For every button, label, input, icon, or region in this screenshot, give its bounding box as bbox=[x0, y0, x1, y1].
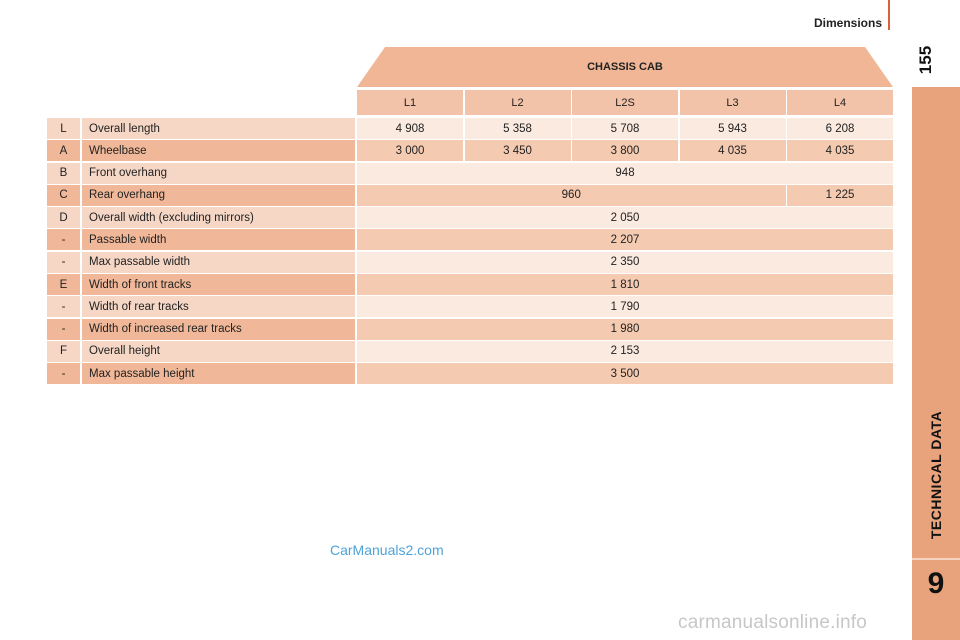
dimension-value: 1 810 bbox=[357, 274, 893, 296]
watermark-secondary: carmanualsonline.info bbox=[678, 612, 868, 633]
table-row: - Max passable width 2 350 bbox=[47, 251, 893, 273]
dimension-value: 3 450 bbox=[464, 140, 571, 162]
dimension-value: 948 bbox=[357, 162, 893, 184]
dimension-label: Front overhang bbox=[82, 162, 355, 184]
table-row: C Rear overhang 960 1 225 bbox=[47, 184, 893, 206]
column-header: L2 bbox=[464, 90, 571, 115]
dimension-label: Rear overhang bbox=[82, 184, 355, 206]
dimension-code: C bbox=[47, 184, 80, 206]
table-row: - Width of increased rear tracks 1 980 bbox=[47, 318, 893, 340]
table-row: A Wheelbase 3 000 3 450 3 800 4 035 4 035 bbox=[47, 140, 893, 162]
table-row: B Front overhang 948 bbox=[47, 162, 893, 184]
dimension-label: Passable width bbox=[82, 229, 355, 251]
header-divider bbox=[888, 0, 890, 30]
dimension-label: Wheelbase bbox=[82, 140, 355, 162]
dimensions-table: L Overall length 4 908 5 358 5 708 5 943 6 208… bbox=[47, 118, 893, 386]
dimension-value: 960 bbox=[357, 184, 786, 206]
column-header: L1 bbox=[357, 90, 463, 115]
dimension-code: E bbox=[47, 274, 80, 296]
dimension-code: F bbox=[47, 340, 80, 362]
chapter-number: 9 bbox=[927, 567, 945, 600]
dimension-value: 4 908 bbox=[357, 118, 463, 139]
sidebar-divider bbox=[912, 558, 960, 560]
dimension-value: 2 207 bbox=[357, 229, 893, 251]
dimension-code: A bbox=[47, 140, 80, 162]
table-row: - Passable width 2 207 bbox=[47, 229, 893, 251]
dimension-value: 2 153 bbox=[357, 340, 893, 362]
dimension-code: - bbox=[47, 296, 80, 318]
chapter-sidebar bbox=[912, 87, 960, 640]
dimension-value: 3 800 bbox=[572, 140, 678, 162]
dimension-value: 4 035 bbox=[787, 140, 893, 162]
dimension-code: L bbox=[47, 118, 80, 139]
dimension-code: - bbox=[47, 318, 80, 340]
dimension-value: 5 358 bbox=[464, 118, 571, 139]
dimension-value: 6 208 bbox=[787, 118, 893, 139]
section-title: Dimensions bbox=[813, 16, 882, 30]
table-row: - Max passable height 3 500 bbox=[47, 363, 893, 385]
table-row: L Overall length 4 908 5 358 5 708 5 943 6 208 bbox=[47, 118, 893, 139]
dimension-value: 2 350 bbox=[357, 251, 893, 273]
table-row: F Overall height 2 153 bbox=[47, 340, 893, 362]
table-group-header: CHASSIS CAB bbox=[357, 47, 893, 87]
column-header: L3 bbox=[679, 90, 786, 115]
dimension-label: Width of increased rear tracks bbox=[82, 318, 355, 340]
column-header: L4 bbox=[787, 90, 893, 115]
table-row: E Width of front tracks 1 810 bbox=[47, 274, 893, 296]
table-row: D Overall width (excluding mirrors) 2 050 bbox=[47, 207, 893, 229]
dimension-code: B bbox=[47, 162, 80, 184]
watermark-primary: CarManuals2.com bbox=[330, 542, 444, 558]
column-headers: L1 L2 L2S L3 L4 bbox=[357, 90, 893, 115]
chapter-title: TECHNICAL DATA bbox=[928, 410, 945, 540]
dimension-code: D bbox=[47, 207, 80, 229]
dimension-value: 1 790 bbox=[357, 296, 893, 318]
dimension-label: Width of front tracks bbox=[82, 274, 355, 296]
dimension-value: 1 225 bbox=[787, 184, 893, 206]
table-row: - Width of rear tracks 1 790 bbox=[47, 296, 893, 318]
dimension-code: - bbox=[47, 363, 80, 385]
page-number: 155 bbox=[916, 45, 935, 75]
dimension-value: 5 708 bbox=[572, 118, 678, 139]
column-header: L2S bbox=[572, 90, 678, 115]
dimension-value: 3 500 bbox=[357, 363, 893, 385]
dimension-value: 5 943 bbox=[679, 118, 786, 139]
dimension-value: 2 050 bbox=[357, 207, 893, 229]
dimension-code: - bbox=[47, 229, 80, 251]
dimension-value: 3 000 bbox=[357, 140, 463, 162]
chapter-tab: TECHNICAL DATA bbox=[912, 395, 960, 555]
dimension-label: Overall length bbox=[82, 118, 355, 139]
dimension-label: Overall width (excluding mirrors) bbox=[82, 207, 355, 229]
dimension-value: 4 035 bbox=[679, 140, 786, 162]
dimension-code: - bbox=[47, 251, 80, 273]
dimension-label: Max passable width bbox=[82, 251, 355, 273]
dimension-label: Max passable height bbox=[82, 363, 355, 385]
dimension-value: 1 980 bbox=[357, 318, 893, 340]
dimension-label: Width of rear tracks bbox=[82, 296, 355, 318]
dimension-label: Overall height bbox=[82, 340, 355, 362]
